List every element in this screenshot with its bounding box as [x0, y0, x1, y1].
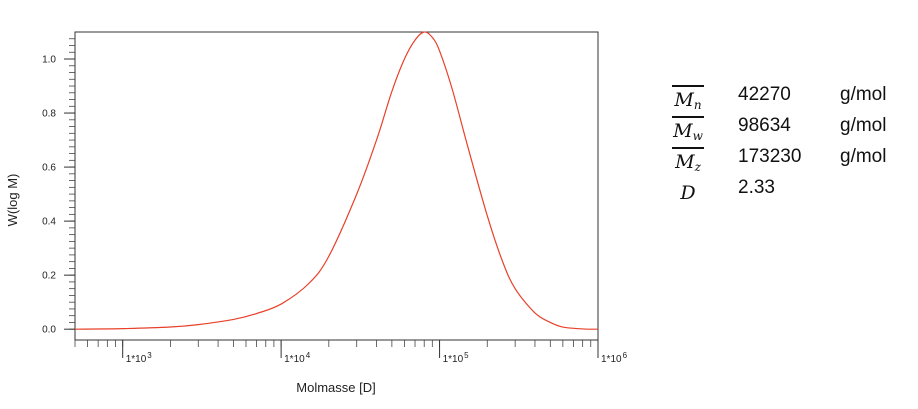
- x-tick-label: 1*105: [443, 351, 470, 365]
- molar-mass-distribution-chart: 0.00.20.40.60.81.0 1*103 1*104 1*105 1*106 …: [5, 31, 628, 395]
- y-tick-label: 0.2: [42, 271, 56, 282]
- overline: [672, 116, 704, 118]
- stat-symbol-dispersity: D: [680, 182, 696, 204]
- x-tick-label: 1*103: [126, 351, 153, 365]
- y-tick-label: 1.0: [42, 55, 56, 66]
- stat-unit-mn: g/mol: [840, 84, 887, 105]
- stat-unit-mz: g/mol: [840, 146, 887, 167]
- x-tick-label: 1*104: [284, 351, 311, 365]
- stat-symbol-mn: Mn: [668, 84, 708, 112]
- overline: [672, 147, 704, 149]
- y-tick-label: 0.6: [42, 163, 56, 174]
- distribution-curve: [74, 31, 599, 330]
- y-axis-label: W(log M): [5, 174, 20, 227]
- x-axis-label: Molmasse [D]: [296, 380, 375, 395]
- stat-value-mz: 173230: [738, 146, 802, 167]
- stat-value-mn: 42270: [738, 84, 791, 105]
- y-tick-label: 0.4: [42, 217, 56, 228]
- overline: [672, 85, 704, 87]
- stat-value-mw: 98634: [738, 115, 791, 136]
- y-tick-label: 0.0: [42, 325, 56, 336]
- stat-unit-mw: g/mol: [840, 115, 887, 136]
- stat-value-dispersity: 2.33: [738, 177, 775, 198]
- x-axis: 1*103 1*104 1*105 1*106: [74, 340, 628, 365]
- stat-symbol-mw: Mw: [668, 115, 708, 143]
- y-tick-label: 0.8: [42, 109, 56, 120]
- plot-frame: [74, 31, 599, 341]
- y-axis: 0.0 0.2 0.4 0.6 0.8 1.0: [42, 38, 75, 336]
- x-tick-label: 1*106: [601, 351, 628, 365]
- stat-symbol-mz: Mz: [668, 146, 708, 174]
